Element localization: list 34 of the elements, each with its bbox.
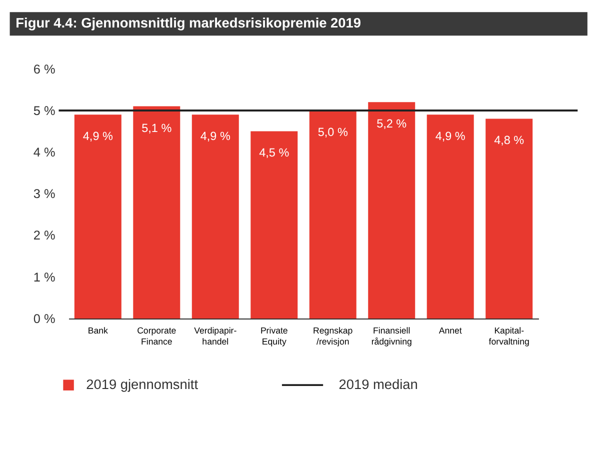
- y-tick-label: 4 %: [33, 144, 56, 160]
- x-tick-label: Regnskap /revisjon: [313, 326, 353, 346]
- bar: [426, 114, 474, 319]
- x-tick-label: Corporate Finance: [137, 326, 176, 346]
- x-tick-label: Finansiell rådgivning: [371, 326, 412, 346]
- legend-label: 2019 median: [338, 376, 418, 392]
- bar: [368, 102, 416, 319]
- bar: [309, 110, 356, 319]
- legend-label: 2019 gjennomsnitt: [86, 376, 198, 392]
- data-label: 5,1 %: [142, 122, 172, 135]
- x-tick-label: Annet: [438, 326, 462, 336]
- data-label: 4,8 %: [494, 134, 525, 148]
- data-label: 4,9 %: [200, 130, 231, 144]
- y-tick-label: 3 %: [33, 186, 56, 202]
- data-label: 4,9 %: [435, 130, 466, 144]
- y-tick-label: 1 %: [33, 269, 56, 284]
- x-tick-label: Bank: [88, 326, 109, 336]
- data-label: 5,0 %: [318, 126, 348, 139]
- y-tick-label: 2 %: [33, 228, 56, 243]
- y-tick-label: 0 %: [33, 310, 56, 326]
- data-label: 5,2 %: [376, 118, 408, 131]
- chart-title: Figur 4.4: Gjennomsnittlig markedsrisikopremie 2019: [16, 16, 362, 31]
- y-tick-label: 5 %: [33, 102, 56, 118]
- bar: [250, 131, 298, 319]
- bar: [486, 118, 533, 319]
- x-tick-label: Kapital- forvaltning: [488, 326, 530, 346]
- bar: [192, 114, 239, 319]
- data-label: 4,9 %: [82, 130, 114, 144]
- bar: [74, 114, 122, 319]
- y-tick-label: 6 %: [33, 61, 56, 76]
- x-tick-label: Private Equity: [260, 326, 288, 346]
- x-tick-label: Verdipapir- handel: [194, 326, 237, 346]
- bar: [133, 106, 180, 319]
- data-label: 4,5 %: [259, 146, 290, 160]
